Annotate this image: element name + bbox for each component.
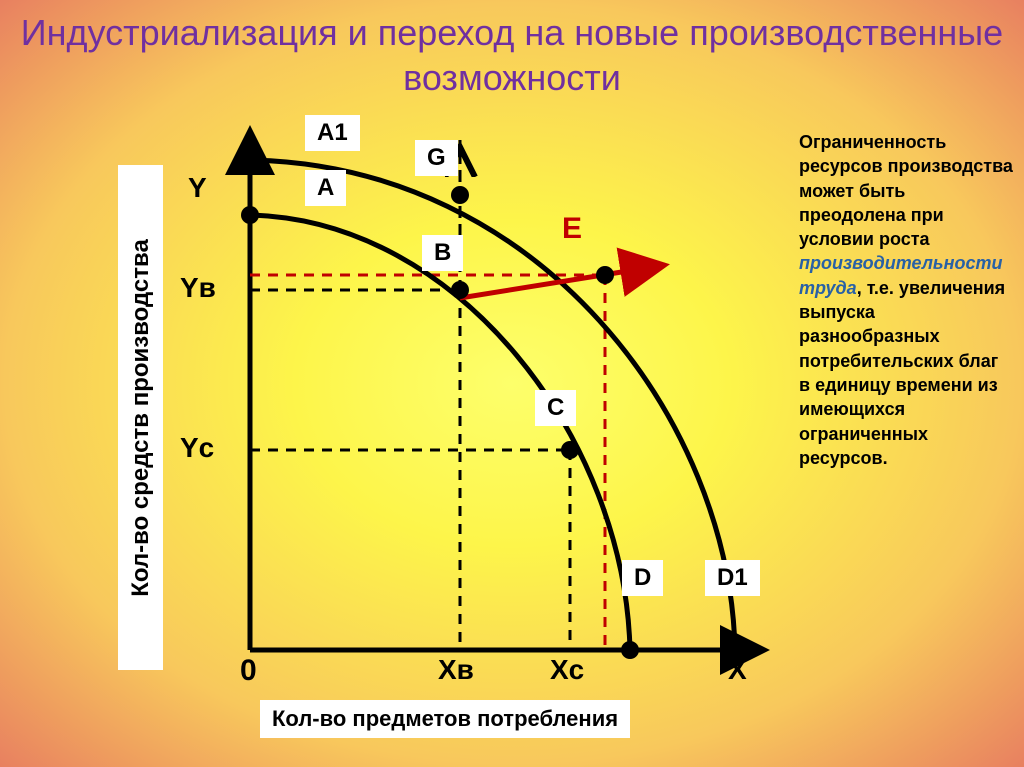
point-label-C: C xyxy=(535,390,576,426)
point-label-E: E xyxy=(550,208,594,250)
page-title: Индустриализация и переход на новые прои… xyxy=(0,0,1024,100)
point-label-B: B xyxy=(422,235,463,271)
y-tick-Yb: Yв xyxy=(180,272,216,304)
side-explanation: Ограниченность ресурсов производства мож… xyxy=(799,130,1014,470)
x-tick-Xb: Xв xyxy=(438,654,474,686)
y-tick-Y: Y xyxy=(188,172,207,204)
origin-label: 0 xyxy=(240,654,257,688)
ppf-chart: A1AGBECDD1 Y Yв Yс 0 Xв Xс X xyxy=(120,120,780,740)
y-tick-Yc: Yс xyxy=(180,432,214,464)
x-tick-X: X xyxy=(728,654,747,686)
x-axis-label: Кол-во предметов потребления xyxy=(260,700,630,738)
point-label-A1: A1 xyxy=(305,115,360,151)
point-label-A: A xyxy=(305,170,346,206)
x-tick-Xc: Xс xyxy=(550,654,584,686)
point-label-D: D xyxy=(622,560,663,596)
point-label-G: G xyxy=(415,140,458,176)
point-label-D1: D1 xyxy=(705,560,760,596)
